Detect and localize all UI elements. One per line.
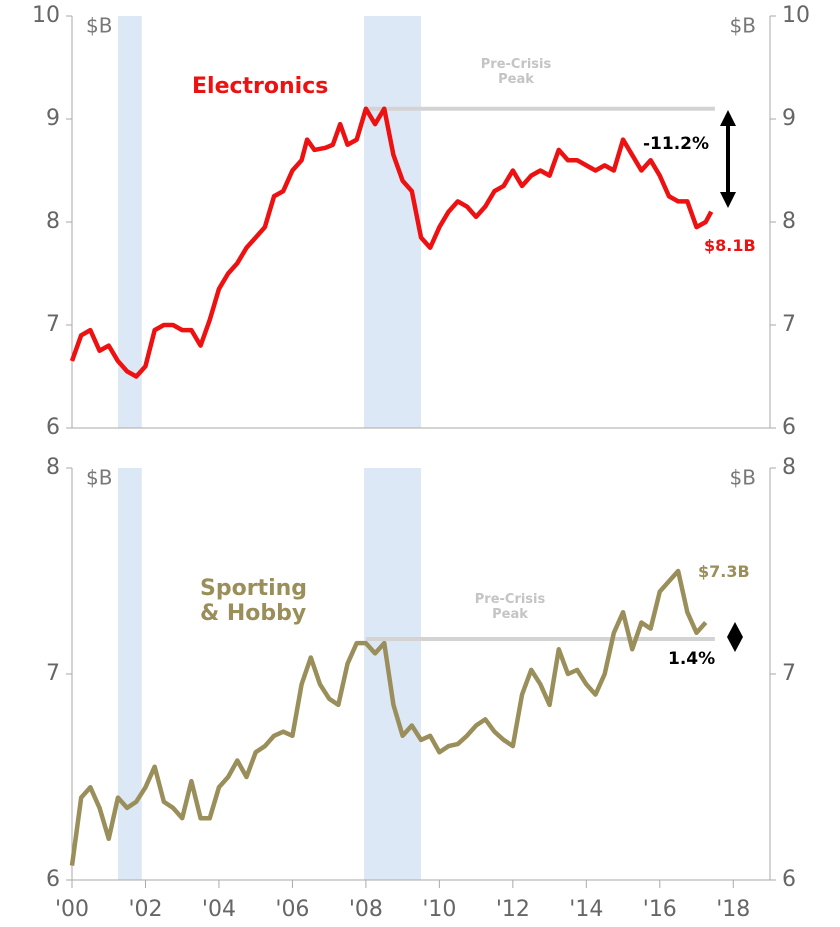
reference-label: Pre-Crisis Peak: [480, 57, 552, 87]
recession-band: [364, 468, 421, 880]
x-tick-label: '08: [349, 897, 383, 922]
y-tick-label: 6: [46, 415, 60, 440]
series-label: Electronics: [192, 74, 329, 99]
x-tick-label: '14: [569, 897, 603, 922]
y-tick-label: 8: [46, 209, 60, 234]
recession-band: [117, 16, 142, 428]
y2-unit: $B: [730, 466, 756, 490]
y2-tick-label: 9: [782, 106, 796, 131]
y-tick-label: 10: [32, 3, 60, 28]
y2-unit: $B: [730, 14, 756, 38]
x-tick-label: '00: [55, 897, 89, 922]
series-line: [69, 106, 714, 379]
y-tick-label: 6: [46, 867, 60, 892]
y2-tick-label: 8: [782, 209, 796, 234]
series-label: Sporting & Hobby: [200, 576, 308, 627]
y2-tick-label: 8: [782, 455, 796, 480]
x-tick-label: '16: [643, 897, 677, 922]
x-tick-label: '06: [275, 897, 309, 922]
x-tick-label: '12: [496, 897, 530, 922]
x-tick-label: '02: [128, 897, 162, 922]
x-tick-label: '04: [202, 897, 236, 922]
y2-tick-label: 6: [782, 867, 796, 892]
change-label: -11.2%: [643, 134, 710, 154]
change-marker: [727, 622, 743, 652]
recession-band: [117, 468, 142, 880]
y-unit: $B: [86, 466, 112, 490]
end-label: $8.1B: [704, 236, 756, 255]
y2-tick-label: 10: [782, 3, 810, 28]
y-unit: $B: [86, 14, 112, 38]
x-tick-label: '18: [716, 897, 750, 922]
y2-tick-label: 7: [782, 661, 796, 686]
y-tick-label: 8: [46, 455, 60, 480]
reference-label: Pre-Crisis Peak: [474, 592, 546, 622]
y2-tick-label: 7: [782, 312, 796, 337]
change-label: 1.4%: [668, 649, 716, 669]
y-tick-label: 7: [46, 312, 60, 337]
recession-band: [364, 16, 421, 428]
y-tick-label: 9: [46, 106, 60, 131]
x-tick-label: '10: [422, 897, 456, 922]
y-tick-label: 7: [46, 661, 60, 686]
series-line: [69, 568, 708, 866]
end-label: $7.3B: [698, 562, 750, 581]
y2-tick-label: 6: [782, 415, 796, 440]
